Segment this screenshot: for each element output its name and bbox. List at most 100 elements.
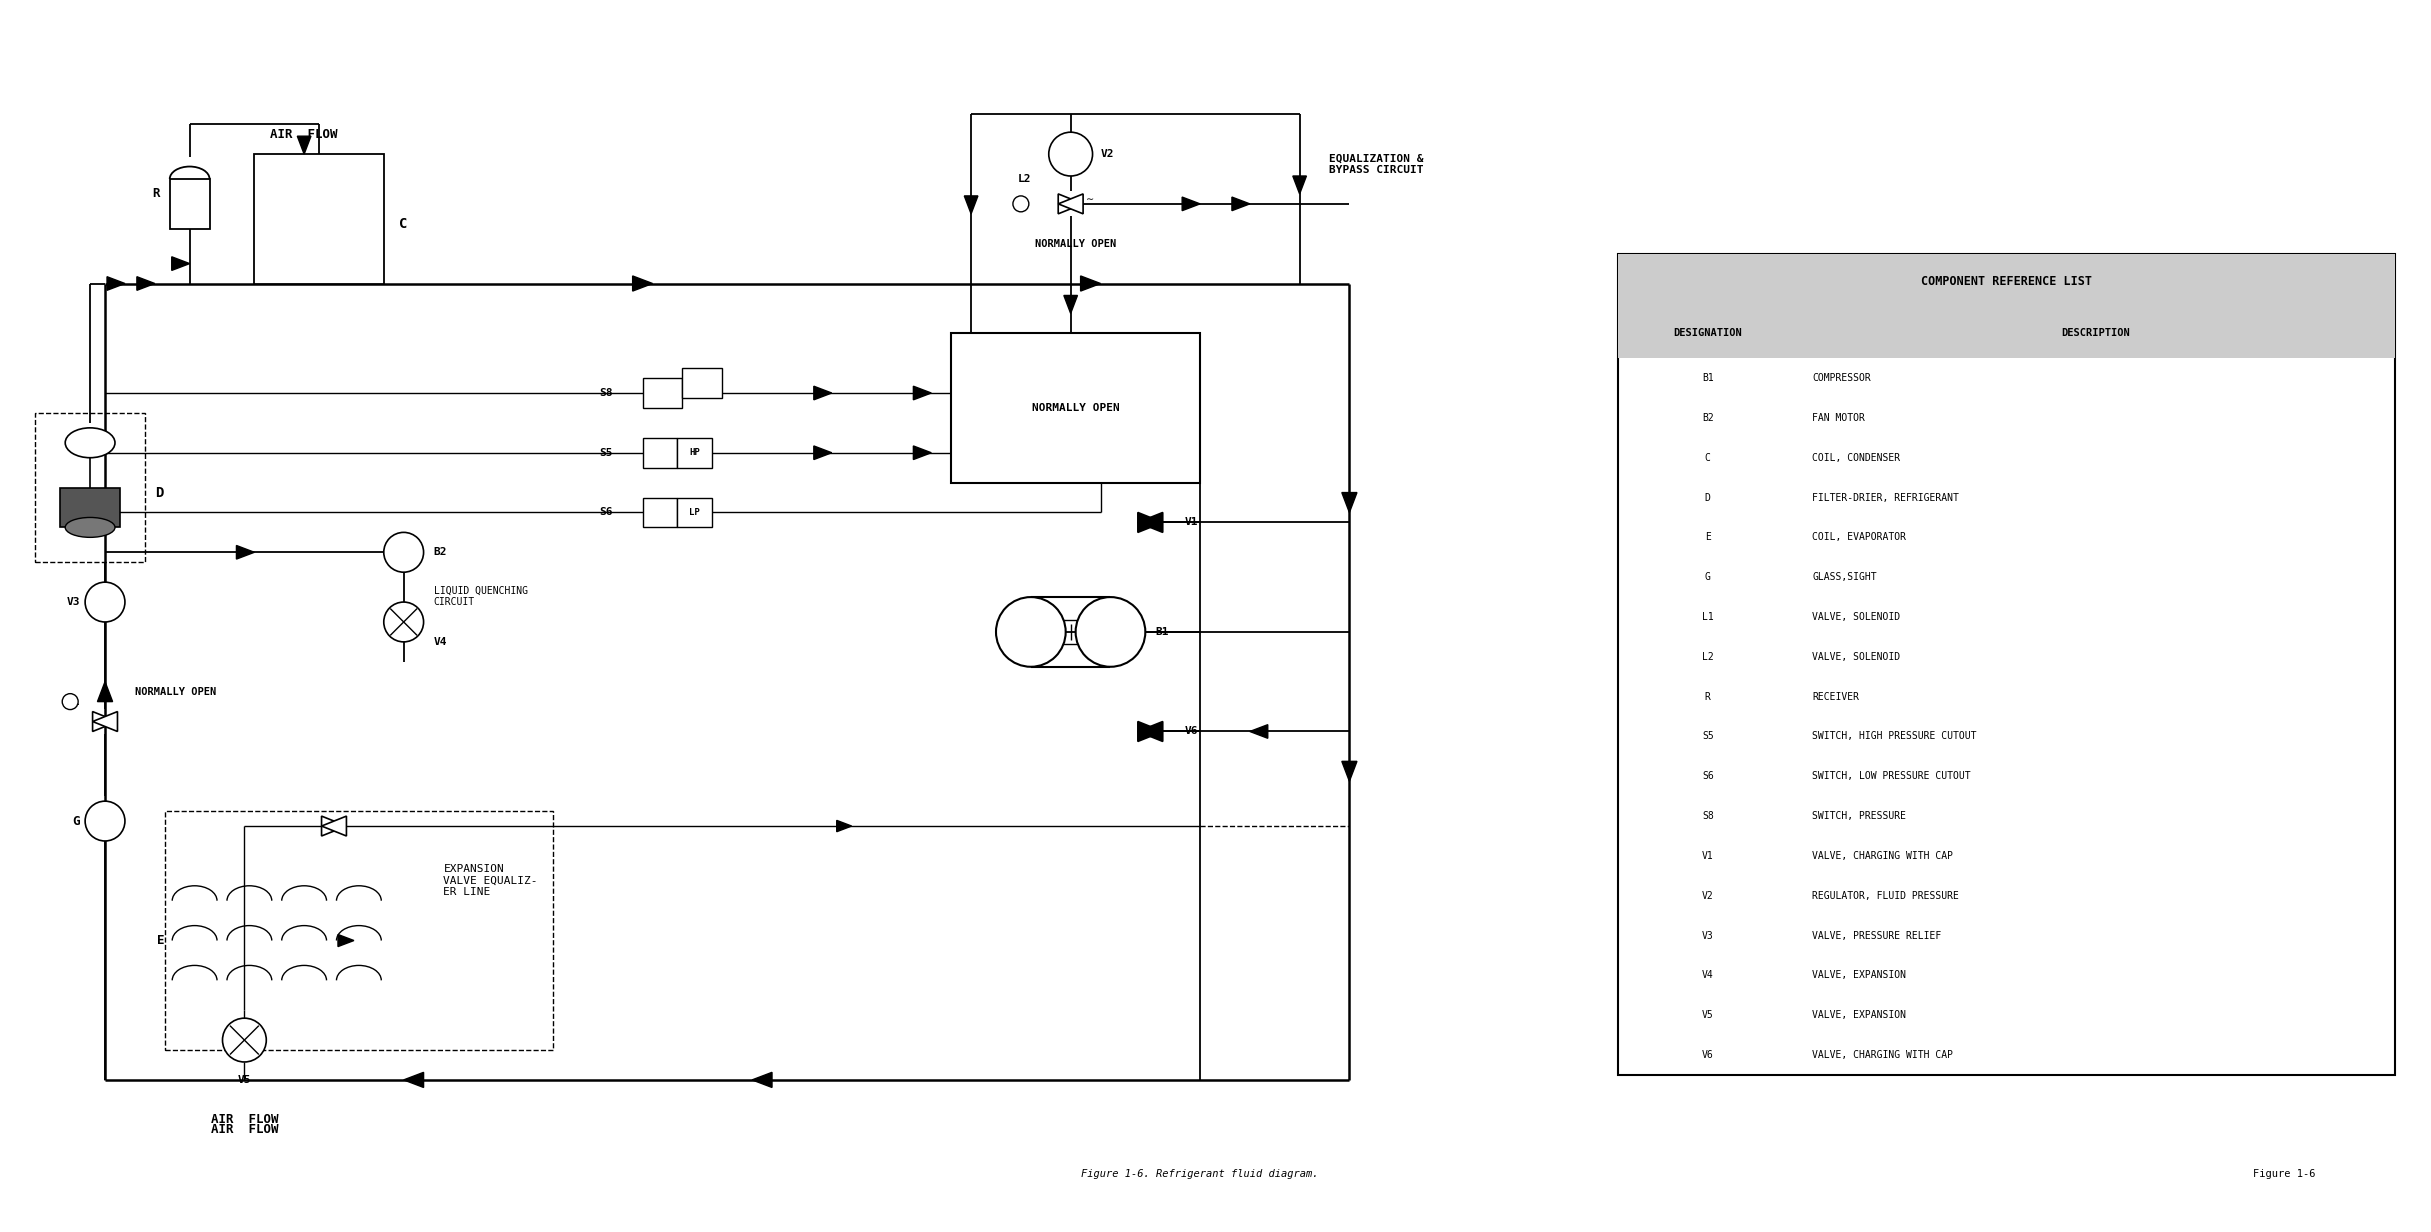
Text: VALVE, EXPANSION: VALVE, EXPANSION: [1811, 971, 1906, 981]
Circle shape: [63, 694, 78, 710]
Polygon shape: [1138, 722, 1162, 742]
Text: L1: L1: [66, 696, 80, 707]
Text: DESIGNATION: DESIGNATION: [1673, 328, 1743, 339]
Polygon shape: [338, 935, 355, 946]
Text: SWITCH, PRESSURE: SWITCH, PRESSURE: [1811, 811, 1906, 821]
Text: S5: S5: [1702, 732, 1714, 742]
Text: VALVE, PRESSURE RELIEF: VALVE, PRESSURE RELIEF: [1811, 930, 1942, 940]
Polygon shape: [1181, 197, 1201, 211]
Text: NORMALLY OPEN: NORMALLY OPEN: [1031, 403, 1121, 413]
Bar: [61, 488, 119, 527]
Text: NORMALLY OPEN: NORMALLY OPEN: [134, 686, 216, 696]
Polygon shape: [1293, 176, 1305, 193]
Text: COIL, EVAPORATOR: COIL, EVAPORATOR: [1811, 532, 1906, 542]
Bar: [255, 154, 384, 283]
Text: V5: V5: [238, 1074, 250, 1085]
Text: V4: V4: [1702, 971, 1714, 981]
Text: EXPANSION
VALVE EQUALIZ-
ER LINE: EXPANSION VALVE EQUALIZ- ER LINE: [442, 864, 537, 897]
Polygon shape: [92, 712, 117, 732]
Text: V3: V3: [1702, 930, 1714, 940]
Text: E: E: [1704, 532, 1711, 542]
Circle shape: [1048, 132, 1092, 176]
Polygon shape: [1057, 193, 1084, 214]
Bar: [36, 413, 146, 562]
Text: D: D: [1704, 493, 1711, 503]
Polygon shape: [836, 821, 851, 832]
Text: EQUALIZATION &
BYPASS CIRCUIT: EQUALIZATION & BYPASS CIRCUIT: [1330, 153, 1425, 175]
Polygon shape: [297, 137, 311, 154]
Polygon shape: [1250, 724, 1267, 738]
Bar: [1619, 308, 2395, 359]
Text: LP: LP: [690, 508, 700, 517]
Polygon shape: [136, 277, 156, 291]
Polygon shape: [632, 276, 652, 291]
Text: V1: V1: [1702, 851, 1714, 861]
Polygon shape: [173, 256, 190, 270]
Polygon shape: [1057, 193, 1084, 214]
Text: HP: HP: [690, 448, 700, 457]
Polygon shape: [321, 816, 348, 837]
Text: S6: S6: [598, 508, 613, 517]
Circle shape: [1014, 196, 1028, 212]
Polygon shape: [236, 546, 255, 559]
Polygon shape: [92, 712, 117, 732]
Polygon shape: [914, 446, 931, 460]
Text: L1: L1: [1702, 612, 1714, 622]
Text: ∼: ∼: [1087, 193, 1094, 203]
Text: L2: L2: [1016, 174, 1031, 184]
Text: G: G: [1704, 572, 1711, 583]
Text: Figure 1-6. Refrigerant fluid diagram.: Figure 1-6. Refrigerant fluid diagram.: [1082, 1169, 1320, 1179]
Text: ME4120-337-14/1-6: ME4120-337-14/1-6: [1775, 924, 1896, 938]
Text: C: C: [399, 217, 406, 230]
Text: RECEIVER: RECEIVER: [1811, 691, 1860, 702]
Polygon shape: [97, 681, 112, 701]
Text: COIL, CONDENSER: COIL, CONDENSER: [1811, 452, 1901, 463]
Text: GLASS,SIGHT: GLASS,SIGHT: [1811, 572, 1877, 583]
Text: R: R: [1704, 691, 1711, 702]
Text: DESCRIPTION: DESCRIPTION: [2061, 328, 2130, 339]
Text: S6: S6: [1702, 771, 1714, 781]
Polygon shape: [1138, 513, 1162, 532]
Text: NORMALLY OPEN: NORMALLY OPEN: [1036, 239, 1116, 249]
Polygon shape: [814, 446, 831, 460]
Bar: [170, 179, 209, 229]
Text: VALVE, CHARGING WITH CAP: VALVE, CHARGING WITH CAP: [1811, 1050, 1952, 1060]
Text: V2: V2: [1101, 149, 1113, 159]
Polygon shape: [404, 1072, 423, 1088]
Text: E: E: [158, 934, 165, 947]
Text: B2: B2: [433, 547, 447, 557]
Bar: [683, 368, 722, 398]
Text: V6: V6: [1186, 727, 1198, 737]
Polygon shape: [1082, 276, 1101, 291]
Text: V2: V2: [1702, 891, 1714, 901]
Text: REGULATOR, FLUID PRESSURE: REGULATOR, FLUID PRESSURE: [1811, 891, 1959, 901]
Bar: [642, 437, 678, 468]
Polygon shape: [814, 386, 831, 400]
Text: FILTER-DRIER, REFRIGERANT: FILTER-DRIER, REFRIGERANT: [1811, 493, 1959, 503]
Circle shape: [384, 602, 423, 642]
Text: G: G: [73, 814, 80, 828]
Text: FAN MOTOR: FAN MOTOR: [1811, 413, 1865, 423]
Text: C: C: [1704, 452, 1711, 463]
Ellipse shape: [66, 517, 114, 537]
Bar: [678, 437, 712, 468]
Circle shape: [85, 583, 124, 622]
Text: S8: S8: [1702, 811, 1714, 821]
Text: V4: V4: [433, 637, 447, 647]
Polygon shape: [1233, 197, 1250, 211]
Text: VALVE, SOLENOID: VALVE, SOLENOID: [1811, 652, 1901, 662]
Text: R: R: [153, 187, 160, 201]
Circle shape: [384, 532, 423, 572]
Text: AIR  FLOW: AIR FLOW: [211, 1114, 277, 1126]
Text: V3: V3: [66, 598, 80, 607]
Circle shape: [85, 801, 124, 841]
Text: COMPRESSOR: COMPRESSOR: [1811, 373, 1872, 383]
Polygon shape: [751, 1072, 773, 1088]
Text: AIR  FLOW: AIR FLOW: [270, 128, 338, 140]
Bar: [642, 378, 683, 408]
Polygon shape: [914, 386, 931, 400]
Polygon shape: [1138, 722, 1162, 742]
Text: V1: V1: [1186, 517, 1198, 527]
Ellipse shape: [66, 428, 114, 458]
Bar: [1619, 254, 2395, 308]
